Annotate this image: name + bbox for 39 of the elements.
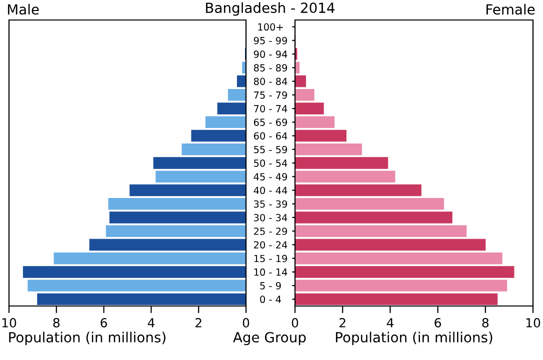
y-tick-label: 45 - 49	[254, 173, 288, 180]
y-tick-label: 60 - 64	[254, 132, 288, 140]
x-tick-label: 2	[340, 318, 346, 328]
x-tick-label: 8	[53, 318, 60, 328]
x-tick-label: 2	[196, 318, 202, 328]
y-tick-label: 15 - 19	[254, 254, 288, 262]
y-tick-label: 85 - 89	[254, 64, 288, 72]
x-tick-label: 10	[2, 318, 16, 328]
y-tick-label: 55 - 59	[254, 146, 288, 154]
y-tick-label: 20 - 24	[254, 241, 288, 249]
chart-title: Male	[8, 4, 39, 15]
x-axis-title: Population (in millions)	[336, 332, 492, 346]
y-tick-label: 90 - 94	[254, 50, 288, 58]
x-tick-label: 0	[292, 318, 298, 328]
y-axis-title: Age Group	[233, 332, 306, 346]
y-tick-label: 65 - 69	[254, 118, 288, 126]
y-tick-label: 30 - 34	[254, 214, 288, 222]
x-tick-label: 10	[526, 318, 540, 328]
x-tick-label: 4	[148, 318, 154, 328]
x-tick-label: 4	[386, 318, 394, 328]
text: Bangladesh - 2014	[206, 2, 335, 16]
y-tick-label: 35 - 39	[254, 200, 288, 208]
y-tick-label: 100+	[258, 23, 283, 31]
y-tick-label: 80 - 84	[254, 78, 288, 86]
y-tick-label: 50 - 54	[254, 159, 288, 167]
x-tick-label: 6	[100, 318, 107, 328]
x-tick-label: 6	[434, 318, 441, 328]
y-tick-label: 75 - 79	[254, 91, 288, 99]
y-tick-label: 5 - 9	[260, 282, 281, 290]
y-tick-label: 70 - 74	[254, 105, 288, 112]
x-tick-label: 0	[242, 318, 250, 328]
y-tick-label: 10 - 14	[254, 268, 288, 276]
y-tick-label: 0 - 4	[260, 296, 281, 304]
x-axis-title: Population (in millions)	[9, 332, 166, 346]
y-tick-label: 95 - 99	[254, 36, 288, 44]
y-tick-label: 25 - 29	[254, 228, 288, 235]
chart-title: Female	[486, 4, 535, 15]
y-tick-label: 40 - 44	[254, 186, 288, 194]
x-tick-label: 8	[482, 318, 489, 328]
